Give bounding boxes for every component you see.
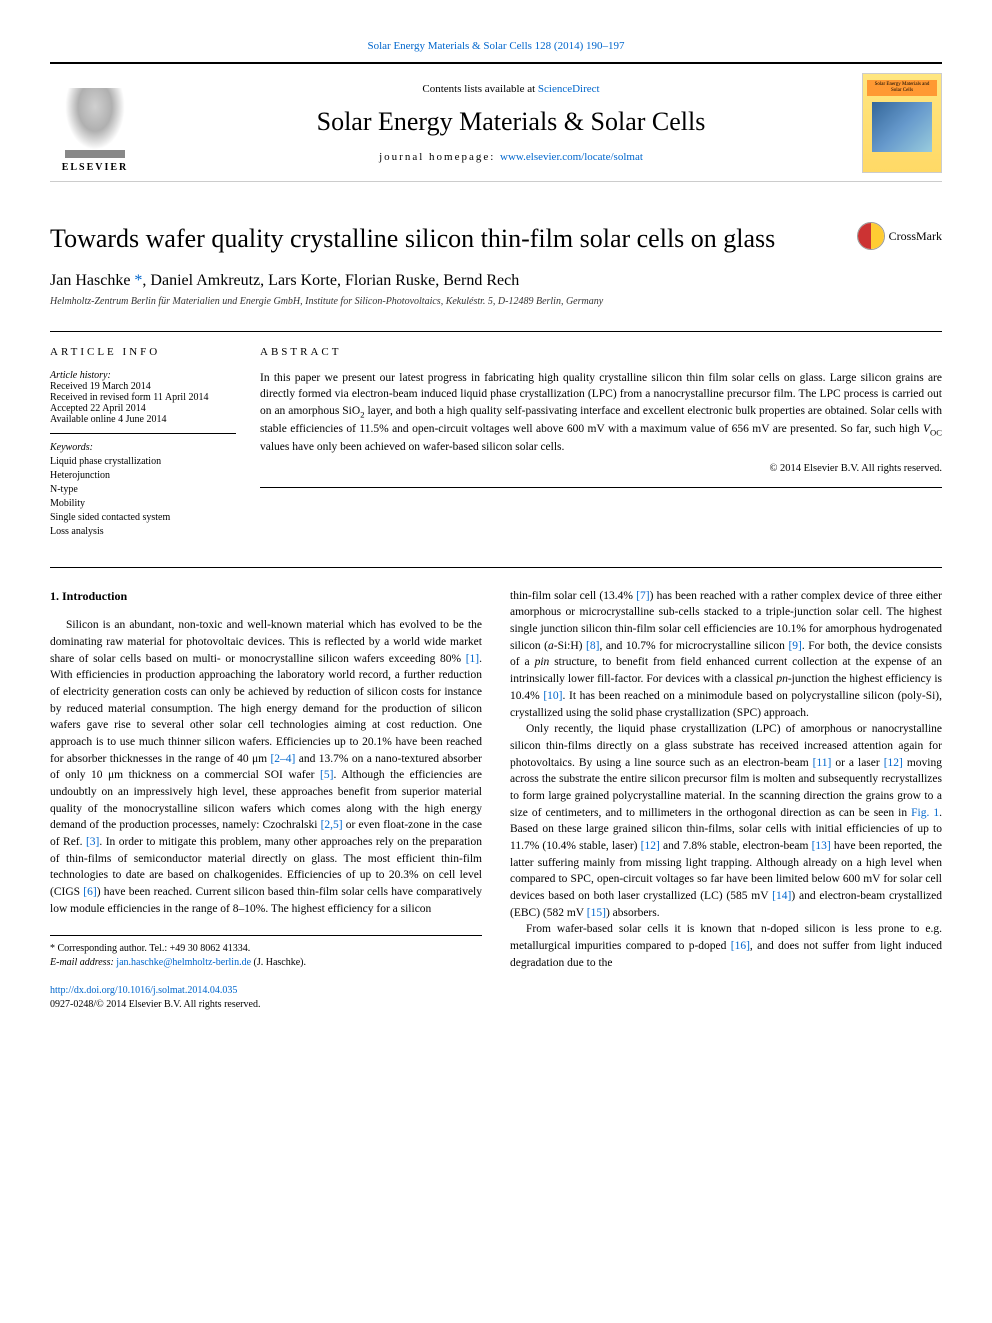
doi-block: http://dx.doi.org/10.1016/j.solmat.2014.… [50, 984, 482, 1012]
abstract-column: ABSTRACT In this paper we present our la… [260, 346, 942, 539]
ref-15[interactable]: [15] [587, 907, 606, 919]
online-date: Available online 4 June 2014 [50, 414, 236, 425]
issn-copyright: 0927-0248/© 2014 Elsevier B.V. All right… [50, 998, 482, 1012]
abstract-copyright: © 2014 Elsevier B.V. All rights reserved… [260, 461, 942, 476]
ref-8[interactable]: [8] [586, 640, 599, 652]
crossmark-badge[interactable]: CrossMark [857, 222, 942, 250]
author-list: Jan Haschke *, Daniel Amkreutz, Lars Kor… [50, 272, 942, 290]
ref-10[interactable]: [10] [543, 690, 562, 702]
keyword: Single sided contacted system [50, 511, 236, 525]
column-left: 1. Introduction Silicon is an abundant, … [50, 588, 482, 1012]
crossmark-label: CrossMark [889, 229, 942, 244]
journal-header: ELSEVIER Contents lists available at Sci… [50, 62, 942, 182]
article-title: Towards wafer quality crystalline silico… [50, 222, 837, 256]
article-info-header: ARTICLE INFO [50, 346, 236, 358]
fig-1-link[interactable]: Fig. 1 [911, 807, 939, 819]
received-date: Received 19 March 2014 [50, 381, 236, 392]
journal-name: Solar Energy Materials & Solar Cells [160, 107, 862, 137]
top-citation[interactable]: Solar Energy Materials & Solar Cells 128… [50, 40, 942, 52]
author-1: Jan Haschke [50, 272, 130, 289]
abstract-header: ABSTRACT [260, 346, 942, 358]
ref-12[interactable]: [12] [884, 757, 903, 769]
ref-12b[interactable]: [12] [641, 840, 660, 852]
revised-date: Received in revised form 11 April 2014 [50, 392, 236, 403]
contents-prefix: Contents lists available at [422, 83, 537, 95]
section-1-heading: 1. Introduction [50, 588, 482, 605]
keyword: Heterojunction [50, 469, 236, 483]
keyword: Loss analysis [50, 525, 236, 539]
homepage-line: journal homepage: www.elsevier.com/locat… [160, 151, 862, 163]
keyword: Liquid phase crystallization [50, 455, 236, 469]
column-right: thin-film solar cell (13.4% [7]) has bee… [510, 588, 942, 1012]
ref-1[interactable]: [1] [466, 653, 479, 665]
affiliation: Helmholtz-Zentrum Berlin für Materialien… [50, 296, 942, 307]
title-section: Towards wafer quality crystalline silico… [50, 222, 942, 256]
keyword: Mobility [50, 497, 236, 511]
accepted-date: Accepted 22 April 2014 [50, 403, 236, 414]
email-link[interactable]: jan.haschke@helmholtz-berlin.de [116, 957, 251, 968]
ref-7[interactable]: [7] [636, 590, 649, 602]
crossmark-icon [857, 222, 885, 250]
ref-13[interactable]: [13] [812, 840, 831, 852]
ref-3[interactable]: [3] [86, 836, 99, 848]
intro-paragraph-3: From wafer-based solar cells it is known… [510, 921, 942, 971]
intro-paragraph-2: Only recently, the liquid phase crystall… [510, 721, 942, 921]
keyword: N-type [50, 483, 236, 497]
corresponding-author-note: * Corresponding author. Tel.: +49 30 806… [50, 942, 482, 956]
footnote-block: * Corresponding author. Tel.: +49 30 806… [50, 935, 482, 970]
elsevier-logo[interactable]: ELSEVIER [50, 73, 140, 173]
ref-16[interactable]: [16] [731, 940, 750, 952]
info-abstract-row: ARTICLE INFO Article history: Received 1… [50, 331, 942, 539]
doi-link[interactable]: http://dx.doi.org/10.1016/j.solmat.2014.… [50, 985, 237, 996]
body-columns: 1. Introduction Silicon is an abundant, … [50, 567, 942, 1012]
history-label: Article history: [50, 370, 236, 381]
sciencedirect-link[interactable]: ScienceDirect [538, 83, 600, 95]
authors-rest: , Daniel Amkreutz, Lars Korte, Florian R… [142, 272, 519, 289]
ref-9[interactable]: [9] [788, 640, 801, 652]
ref-2-5[interactable]: [2,5] [321, 819, 343, 831]
ref-2-4[interactable]: [2–4] [270, 753, 295, 765]
elsevier-label: ELSEVIER [62, 162, 129, 173]
homepage-prefix: journal homepage: [379, 151, 500, 163]
ref-6[interactable]: [6] [83, 886, 96, 898]
article-info: ARTICLE INFO Article history: Received 1… [50, 346, 260, 539]
journal-cover-thumbnail[interactable]: Solar Energy Materials and Solar Cells [862, 73, 942, 173]
abstract-text: In this paper we present our latest prog… [260, 370, 942, 488]
header-center: Contents lists available at ScienceDirec… [160, 83, 862, 163]
ref-11[interactable]: [11] [813, 757, 832, 769]
elsevier-tree-icon [65, 88, 125, 158]
cover-title: Solar Energy Materials and Solar Cells [867, 80, 937, 96]
history-block: Article history: Received 19 March 2014 … [50, 370, 236, 434]
keywords-label: Keywords: [50, 442, 236, 453]
ref-14[interactable]: [14] [772, 890, 791, 902]
contents-line: Contents lists available at ScienceDirec… [160, 83, 862, 95]
intro-paragraph-1-cont: thin-film solar cell (13.4% [7]) has bee… [510, 588, 942, 721]
ref-5[interactable]: [5] [320, 769, 333, 781]
cover-image [872, 102, 932, 152]
intro-paragraph-1: Silicon is an abundant, non-toxic and we… [50, 617, 482, 917]
homepage-link[interactable]: www.elsevier.com/locate/solmat [500, 151, 643, 163]
email-line: E-mail address: jan.haschke@helmholtz-be… [50, 956, 482, 970]
